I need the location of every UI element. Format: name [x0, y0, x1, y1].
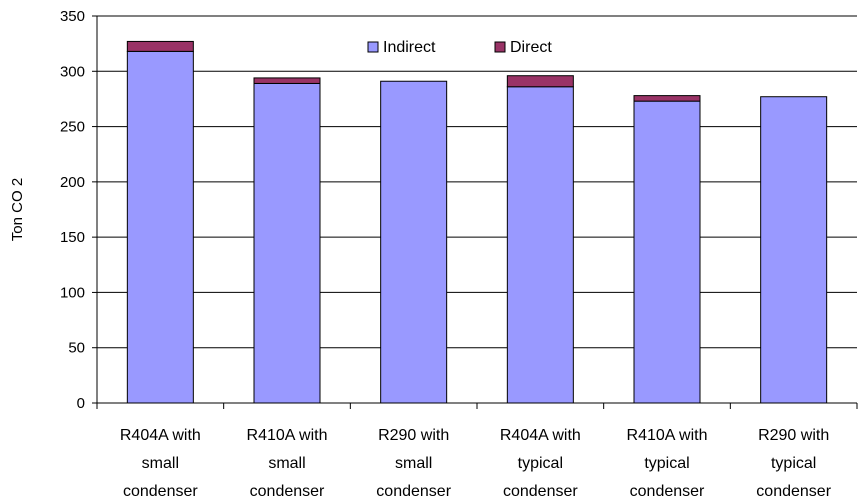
- bar-indirect-5: [760, 96, 828, 404]
- y-tick-label: 250: [60, 119, 85, 136]
- y-tick-label: 100: [60, 284, 85, 301]
- y-tick-label: 0: [77, 395, 85, 412]
- x-tick-label: small: [268, 455, 305, 472]
- y-tick-label: 50: [68, 340, 85, 357]
- y-tick-label: 150: [60, 229, 85, 246]
- bar-indirect-1: [253, 82, 321, 404]
- x-tick-label: condenser: [756, 483, 831, 499]
- legend-swatch-direct: [494, 41, 506, 53]
- x-tick-label: small: [395, 455, 432, 472]
- x-tick-label: R404A with: [120, 427, 201, 444]
- x-tick-label: R404A with: [500, 427, 581, 444]
- x-tick-label: typical: [518, 455, 563, 472]
- bar-indirect-4: [633, 100, 701, 404]
- x-tick-label: R410A with: [247, 427, 328, 444]
- legend-label-indirect: Indirect: [383, 39, 436, 56]
- x-tick-label: R290 with: [758, 427, 829, 444]
- x-tick-label: condenser: [123, 483, 198, 499]
- x-tick-label: condenser: [250, 483, 325, 499]
- x-tick-label: condenser: [630, 483, 705, 499]
- x-tick-label: condenser: [503, 483, 578, 499]
- y-tick-label: 300: [60, 63, 85, 80]
- bar-indirect-3: [506, 86, 574, 404]
- bar-direct-3: [506, 75, 574, 88]
- y-tick-label: 200: [60, 174, 85, 191]
- bar-direct-1: [253, 77, 321, 84]
- x-tick-label: condenser: [376, 483, 451, 499]
- bar-indirect-2: [380, 80, 448, 404]
- y-tick-label: 350: [60, 8, 85, 25]
- x-tick-label: typical: [644, 455, 689, 472]
- bar-direct-4: [633, 95, 701, 102]
- x-tick-label: typical: [771, 455, 816, 472]
- legend-swatch-indirect: [367, 41, 379, 53]
- y-axis-title: Ton CO 2: [9, 178, 26, 241]
- bar-indirect-0: [126, 50, 194, 404]
- bar-direct-0: [126, 40, 194, 52]
- legend-label-direct: Direct: [510, 39, 552, 56]
- x-tick-label: R290 with: [378, 427, 449, 444]
- x-tick-label: R410A with: [627, 427, 708, 444]
- x-tick-label: small: [142, 455, 179, 472]
